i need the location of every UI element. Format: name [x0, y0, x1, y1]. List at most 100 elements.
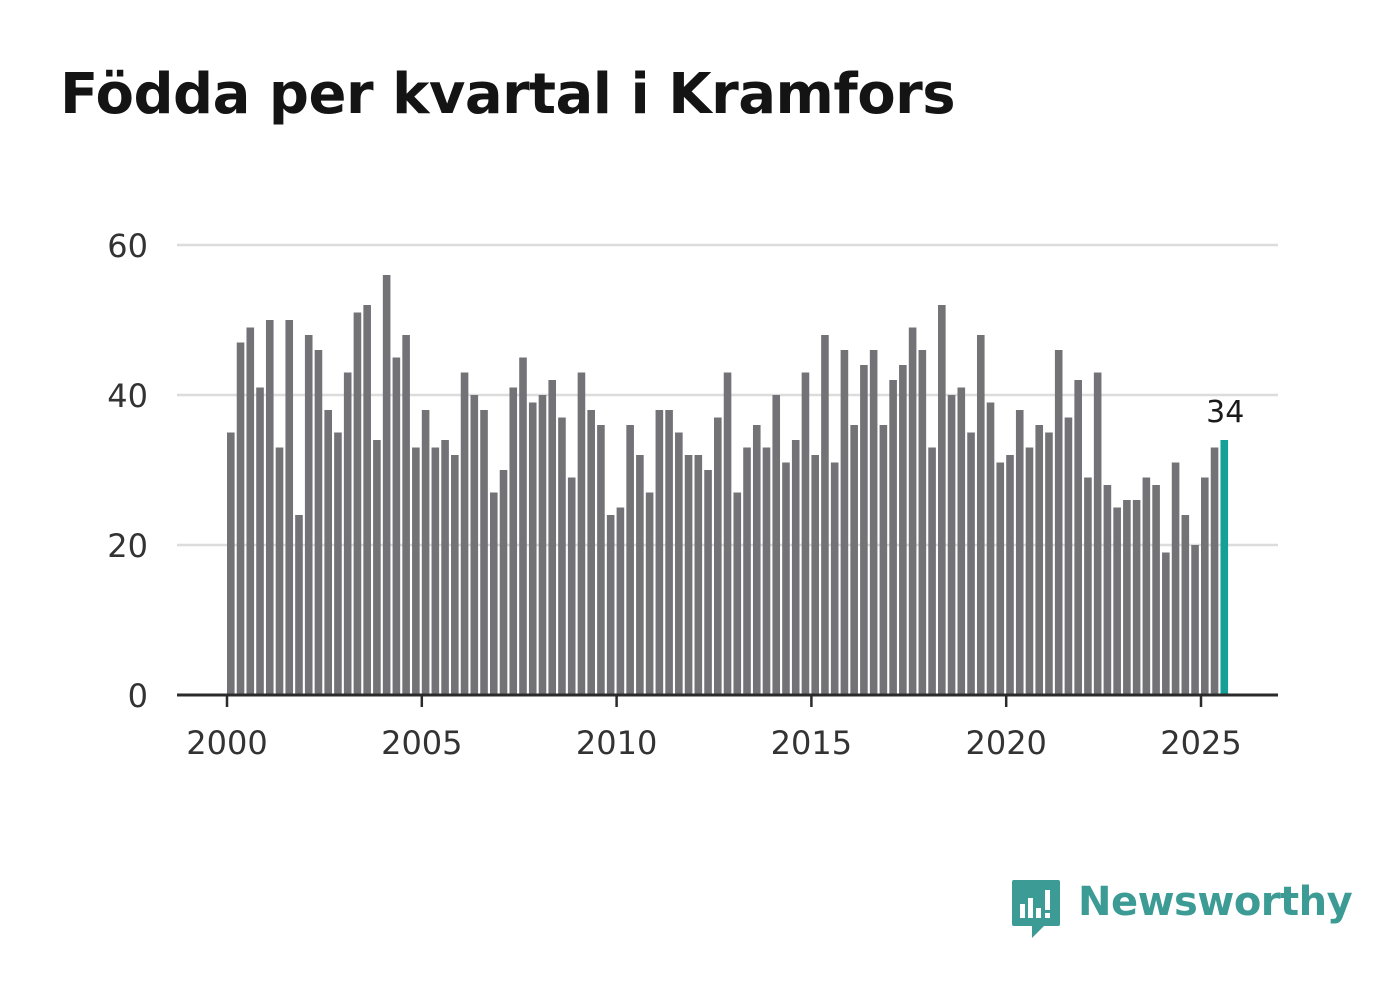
- bar-2004-q1: [382, 275, 391, 695]
- bar-2025-q1: [1201, 477, 1209, 695]
- bar-2023-q2: [1132, 500, 1141, 695]
- bar-2006-q1: [460, 372, 469, 695]
- bar-2004-q3: [402, 335, 410, 695]
- bar-2021-q1: [1045, 432, 1053, 695]
- x-tick-label-2000: 2000: [186, 724, 267, 762]
- bar-2006-q4: [489, 492, 498, 695]
- y-tick-label-0: 0: [128, 677, 148, 715]
- bar-2011-q4: [684, 455, 693, 695]
- bar-2023-q1: [1123, 500, 1131, 695]
- bar-2020-q3: [1025, 447, 1034, 695]
- bar-2012-q3: [714, 417, 722, 695]
- bar-2019-q3: [986, 402, 995, 695]
- bar-2023-q3: [1142, 477, 1151, 695]
- bar-2018-q4: [957, 387, 966, 695]
- highlight-value-label: 34: [1206, 395, 1244, 430]
- bar-2012-q4: [723, 372, 732, 695]
- bar-2025-q2: [1210, 447, 1219, 695]
- bar-2005-q4: [451, 455, 459, 695]
- bar-2020-q4: [1035, 425, 1044, 695]
- bar-2000-q1: [227, 432, 235, 695]
- bar-2009-q3: [597, 425, 605, 695]
- bar-2014-q3: [791, 440, 800, 695]
- bar-2001-q1: [265, 320, 274, 695]
- x-tick-label-2005: 2005: [381, 724, 462, 762]
- y-tick-label-40: 40: [107, 377, 148, 415]
- bar-2005-q2: [431, 447, 440, 695]
- bar-2009-q2: [587, 410, 595, 695]
- bar-2003-q3: [363, 305, 371, 695]
- x-tick-label-2020: 2020: [965, 724, 1046, 762]
- bar-2021-q2: [1054, 350, 1063, 695]
- bar-2021-q3: [1064, 417, 1073, 695]
- bar-2024-q3: [1181, 515, 1190, 695]
- bar-2022-q2: [1093, 372, 1102, 695]
- bar-2004-q4: [412, 447, 420, 695]
- bar-2018-q2: [938, 305, 946, 695]
- bar-2019-q2: [976, 335, 985, 695]
- bar-2000-q4: [256, 387, 264, 695]
- bar-2011-q3: [675, 432, 683, 695]
- bar-2008-q4: [567, 477, 576, 695]
- bar-2016-q3: [869, 350, 878, 695]
- bar-2008-q1: [538, 395, 547, 695]
- bar-2013-q4: [762, 447, 771, 695]
- bar-2024-q1: [1162, 552, 1170, 695]
- bar-2014-q4: [801, 372, 810, 695]
- bar-2002-q2: [314, 350, 323, 695]
- bar-2010-q1: [616, 507, 625, 695]
- bar-2007-q2: [509, 387, 518, 695]
- bar-2006-q2: [470, 395, 479, 695]
- bar-2020-q2: [1015, 410, 1024, 695]
- chart-title: Födda per kvartal i Kramfors: [60, 62, 956, 127]
- bar-2013-q3: [752, 425, 761, 695]
- bar-2007-q3: [519, 357, 527, 695]
- bar-2015-q1: [811, 455, 819, 695]
- bar-2002-q4: [334, 432, 342, 695]
- bar-2010-q4: [645, 492, 654, 695]
- bar-2000-q2: [236, 342, 245, 695]
- y-tick-label-20: 20: [107, 527, 148, 565]
- bar-2023-q4: [1152, 485, 1160, 695]
- bar-2018-q3: [947, 395, 956, 695]
- bar-2013-q2: [743, 447, 751, 695]
- bar-2022-q1: [1084, 477, 1092, 695]
- bar-2016-q1: [850, 425, 858, 695]
- bar-2001-q3: [285, 320, 294, 695]
- bar-2005-q3: [441, 440, 449, 695]
- bar-2016-q2: [860, 365, 868, 695]
- bar-2019-q4: [996, 462, 1005, 695]
- bar-2007-q4: [528, 402, 537, 695]
- bar-2005-q1: [421, 410, 430, 695]
- bar-2019-q1: [967, 432, 975, 695]
- bar-2013-q1: [733, 492, 742, 695]
- bar-2010-q3: [636, 455, 644, 695]
- bar-2020-q1: [1006, 455, 1014, 695]
- bar-2006-q3: [480, 410, 488, 695]
- bar-2009-q1: [577, 372, 586, 695]
- y-tick-label-60: 60: [107, 227, 148, 265]
- x-tick-label-2025: 2025: [1160, 724, 1241, 762]
- bar-2011-q1: [655, 410, 664, 695]
- axes: [177, 693, 1278, 707]
- bar-2001-q2: [275, 447, 284, 695]
- bar-2008-q2: [548, 380, 557, 695]
- newsworthy-logo-icon: [1012, 880, 1060, 938]
- bar-2000-q3: [246, 327, 255, 695]
- bar-2017-q3: [908, 327, 917, 695]
- bar-2025-q3: [1220, 440, 1229, 695]
- bar-2003-q2: [353, 312, 362, 695]
- bar-2017-q4: [918, 350, 927, 695]
- bar-2004-q2: [392, 357, 401, 695]
- bar-2003-q1: [343, 372, 352, 695]
- x-tick-label-2010: 2010: [576, 724, 657, 762]
- bar-2018-q1: [928, 447, 936, 695]
- bar-2001-q4: [295, 515, 303, 695]
- bar-2015-q3: [830, 462, 839, 695]
- bar-2008-q3: [558, 417, 566, 695]
- bars: [227, 275, 1229, 695]
- bar-2017-q2: [899, 365, 907, 695]
- brand-name: Newsworthy: [1078, 879, 1353, 925]
- bar-2003-q4: [373, 440, 381, 695]
